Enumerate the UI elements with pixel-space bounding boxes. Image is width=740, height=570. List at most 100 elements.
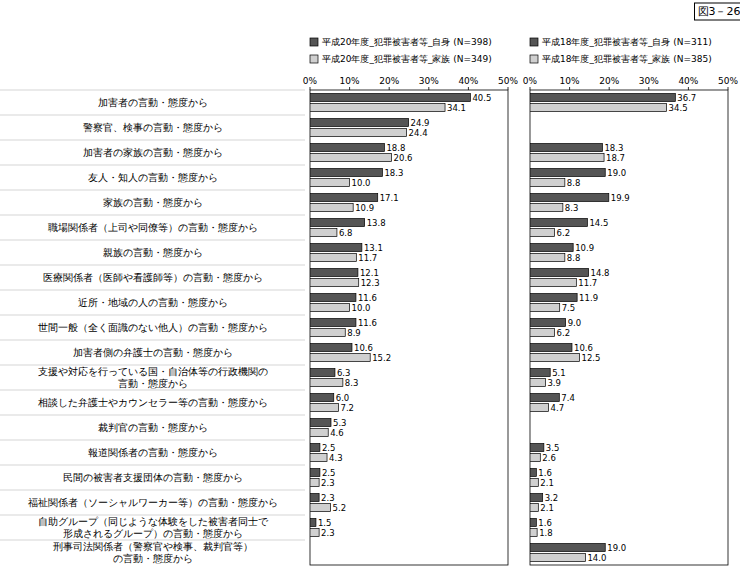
- bar: [310, 319, 356, 327]
- row-separator: [0, 415, 305, 416]
- data-label: 40.5: [472, 93, 491, 103]
- category-label: 家族の言動・態度から: [103, 197, 203, 208]
- row-separator: [0, 340, 305, 341]
- bar: [310, 444, 320, 452]
- data-label: 5.2: [333, 503, 347, 513]
- bar: [530, 204, 563, 212]
- bar: [530, 344, 572, 352]
- data-label: 18.7: [606, 153, 625, 163]
- category-label-line: 医療関係者（医師や看護師等）の言動・態度から: [43, 272, 263, 283]
- row-separator: [0, 265, 305, 266]
- data-label: 1.8: [539, 528, 553, 538]
- category-label: 裁判官の言動・態度から: [98, 422, 208, 433]
- bar: [310, 144, 384, 152]
- bar: [310, 429, 328, 437]
- bar: [530, 304, 560, 312]
- row-separator: [0, 240, 305, 241]
- data-label: 8.9: [347, 328, 361, 338]
- bar: [530, 394, 559, 402]
- bar: [310, 204, 353, 212]
- data-label: 2.1: [540, 503, 554, 513]
- bar: [530, 269, 589, 277]
- data-label: 12.3: [361, 278, 380, 288]
- category-label-line: 支援や対応を行っている国・自治体等の行政機関の: [38, 366, 268, 377]
- bar: [530, 554, 585, 562]
- bar: [310, 479, 319, 487]
- bar: [310, 229, 337, 237]
- row-separator: [0, 440, 305, 441]
- legend-label: 平成20年度_犯罪被害者等_家族 (N=349): [322, 54, 492, 64]
- category-label-line: 家族の言動・態度から: [103, 197, 203, 208]
- category-label-line: 民間の被害者支援団体の言動・態度から: [63, 472, 243, 483]
- data-label: 12.5: [582, 353, 601, 363]
- data-label: 24.9: [411, 118, 430, 128]
- bar: [310, 169, 382, 177]
- tick-label: 10%: [340, 76, 360, 86]
- data-label: 7.2: [341, 403, 355, 413]
- category-label-line: 刑事司法関係者（警察官や検事、裁判官等）: [53, 541, 253, 552]
- bar: [310, 469, 320, 477]
- bar: [530, 529, 537, 537]
- data-label: 11.6: [358, 293, 377, 303]
- data-labels: 36.718.319.019.914.510.914.811.99.010.65…: [538, 93, 696, 563]
- row-separator: [0, 215, 305, 216]
- bar: [310, 194, 378, 202]
- category-label-line: 警察官、検事の言動・態度から: [83, 122, 223, 133]
- row-separator: [0, 490, 305, 491]
- category-label: 刑事司法関係者（警察官や検事、裁判官等）の言動・態度から: [53, 541, 253, 564]
- data-label: 36.7: [677, 93, 696, 103]
- category-label-line: 近所・地域の人の言動・態度から: [78, 297, 228, 308]
- data-label: 6.3: [337, 368, 351, 378]
- title-box: [695, 3, 740, 20]
- category-label: 親族の言動・態度から: [103, 247, 203, 258]
- data-label: 10.9: [575, 243, 594, 253]
- category-label: 福祉関係者（ソーシャルワーカー等）の言動・態度から: [28, 497, 278, 508]
- row-separator: [0, 190, 305, 191]
- bar: [310, 519, 316, 527]
- data-label: 11.9: [579, 293, 598, 303]
- category-label: 相談した弁護士やカウンセラー等の言動・態度から: [38, 397, 268, 408]
- data-label: 14.8: [591, 268, 610, 278]
- bar: [530, 229, 555, 237]
- category-label-line: 加害者の家族の言動・態度から: [83, 147, 223, 158]
- category-label: 職場関係者（上司や同僚等）の言動・態度から: [48, 222, 258, 233]
- data-label: 4.7: [551, 403, 565, 413]
- tick-mark: [349, 87, 350, 90]
- category-label: 民間の被害者支援団体の言動・態度から: [63, 472, 243, 483]
- data-label: 7.5: [562, 303, 576, 313]
- bar: [310, 379, 343, 387]
- bar: [310, 454, 327, 462]
- bar: [310, 369, 335, 377]
- bar: [530, 354, 580, 362]
- data-label: 5.1: [552, 368, 566, 378]
- bars: [530, 94, 675, 562]
- bar: [530, 154, 604, 162]
- data-label: 11.7: [358, 253, 377, 263]
- data-label: 2.3: [321, 478, 335, 488]
- category-label-line: 裁判官の言動・態度から: [98, 422, 208, 433]
- legend-label: 平成18年度_犯罪被害者等_家族 (N=385): [542, 54, 712, 64]
- bar: [310, 419, 331, 427]
- tick-label: 30%: [419, 76, 439, 86]
- row-separator: [0, 390, 305, 391]
- category-label: 近所・地域の人の言動・態度から: [78, 297, 228, 308]
- tick-label: 0%: [303, 76, 318, 86]
- category-label-line: 親族の言動・態度から: [103, 247, 203, 258]
- bar: [310, 504, 331, 512]
- category-label-line: 職場関係者（上司や同僚等）の言動・態度から: [48, 222, 258, 233]
- legend-label: 平成20年度_犯罪被害者等_自身 (N=398): [322, 37, 492, 47]
- bar: [530, 494, 543, 502]
- legend-swatch: [530, 55, 538, 63]
- data-label: 14.0: [587, 553, 606, 563]
- tick-label: 50%: [718, 76, 738, 86]
- bar: [310, 494, 319, 502]
- bar: [530, 144, 602, 152]
- data-label: 10.6: [354, 343, 373, 353]
- data-label: 11.7: [578, 278, 597, 288]
- category-label-line: 相談した弁護士やカウンセラー等の言動・態度から: [38, 397, 268, 408]
- tick-mark: [569, 87, 570, 90]
- category-label: 世間一般（全く面識のない他人）の言動・態度から: [38, 322, 268, 333]
- category-label: 医療関係者（医師や看護師等）の言動・態度から: [43, 272, 263, 283]
- data-label: 24.4: [409, 128, 428, 138]
- data-label: 20.6: [394, 153, 413, 163]
